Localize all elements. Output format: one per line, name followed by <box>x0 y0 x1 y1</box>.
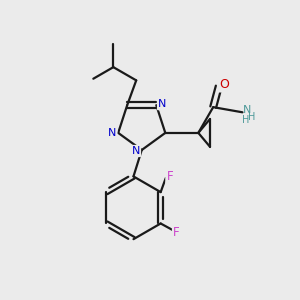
Text: H: H <box>242 115 249 124</box>
Text: O: O <box>219 78 229 91</box>
Text: H: H <box>248 112 255 122</box>
Text: F: F <box>173 226 180 239</box>
Text: N: N <box>108 128 116 138</box>
Text: N: N <box>132 146 140 156</box>
Text: N: N <box>158 99 166 109</box>
Text: N: N <box>243 105 251 115</box>
Text: F: F <box>167 170 173 183</box>
